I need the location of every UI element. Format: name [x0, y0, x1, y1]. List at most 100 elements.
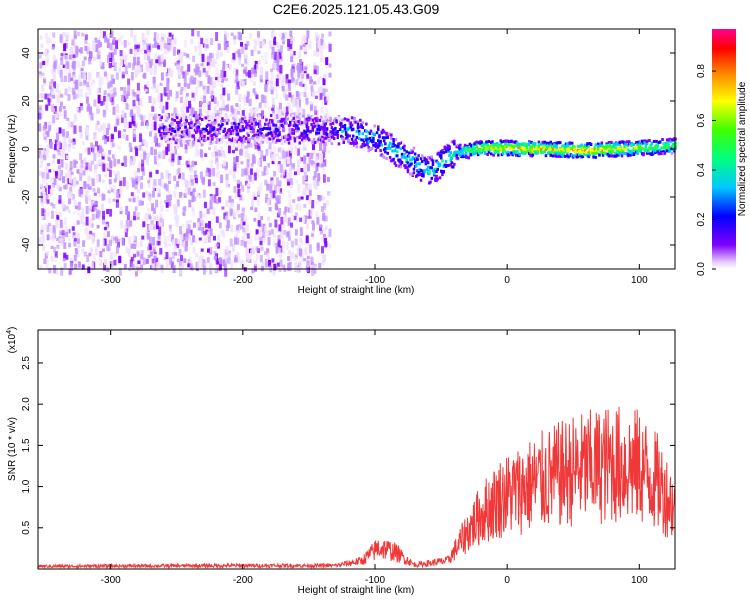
spectrogram-noise-cell — [240, 161, 244, 165]
spectrogram-noise-cell — [90, 112, 94, 121]
spectrogram-noise-cell — [168, 158, 171, 162]
spectrogram-noise-cell — [187, 263, 191, 268]
spectrogram-ridge-cell — [262, 134, 266, 138]
spectrogram-noise-cell — [190, 39, 194, 45]
spectrogram-noise-cell — [307, 39, 311, 48]
spectrogram-noise-cell — [116, 202, 120, 208]
spectrogram-noise-cell — [216, 110, 220, 114]
spectrogram-noise-cell — [55, 88, 59, 93]
spectrogram-noise-cell — [289, 204, 293, 214]
spectrogram-ridge-cell — [531, 153, 535, 157]
spectrogram-noise-cell — [46, 199, 50, 204]
spectrogram-noise-cell — [61, 148, 65, 157]
spectrogram-noise-cell — [56, 214, 60, 220]
spectrogram-noise-cell — [121, 162, 125, 166]
spectrogram-noise-cell — [138, 199, 142, 206]
spectrogram-noise-cell — [270, 83, 273, 90]
spectrogram-ridge-cell — [375, 131, 379, 135]
spectrogram-noise-cell — [171, 239, 175, 246]
spectrogram-ridge-cell — [206, 123, 210, 127]
spectrogram-ridge-cell — [225, 141, 229, 145]
spectrogram-noise-cell — [200, 63, 204, 67]
spectrogram-ridge-cell — [331, 135, 335, 139]
spectrogram-noise-cell — [228, 253, 232, 258]
spectrogram-ridge-cell — [266, 127, 269, 131]
spectrogram-noise-cell — [244, 52, 248, 59]
spectrogram-noise-cell — [64, 54, 68, 60]
spectrogram-noise-cell — [306, 215, 310, 219]
spectrogram-ridge-cell — [650, 141, 654, 145]
spectrogram-noise-cell — [87, 266, 91, 274]
spectrogram-noise-cell — [52, 115, 56, 124]
spectrogram-noise-cell — [139, 48, 143, 54]
spectrogram-noise-cell — [111, 142, 115, 148]
spectrogram-noise-cell — [236, 225, 239, 231]
spectrogram-noise-cell — [109, 80, 113, 88]
spectrogram-noise-cell — [44, 32, 48, 39]
spectrogram-ridge-cell — [268, 137, 272, 141]
spectrogram-noise-cell — [158, 152, 162, 159]
spectrogram-noise-cell — [203, 89, 207, 95]
spectrogram-noise-cell — [153, 98, 157, 104]
spectrogram-noise-cell — [79, 163, 83, 170]
spectrogram-noise-cell — [97, 189, 101, 197]
spectrogram-noise-cell — [142, 114, 146, 122]
spectrogram-ridge-cell — [484, 152, 487, 155]
spectrogram-noise-cell — [268, 142, 272, 149]
spectrogram-noise-cell — [103, 90, 107, 95]
spectrogram-ridge-cell — [216, 132, 219, 136]
spectrogram-noise-cell — [88, 159, 92, 166]
spectrogram-ridge-cell — [192, 141, 196, 145]
spectrogram-ridge-cell — [212, 132, 216, 136]
spectrogram-ridge-cell — [344, 131, 348, 135]
spectrogram-noise-cell — [136, 65, 140, 75]
spectrogram-noise-cell — [273, 234, 276, 238]
spectrogram-ridge-cell — [591, 148, 594, 152]
spectrogram-noise-cell — [206, 257, 210, 263]
spectrogram-noise-cell — [308, 197, 312, 205]
spectrogram-noise-cell — [83, 181, 87, 190]
spectrogram-noise-cell — [186, 53, 190, 58]
spectrogram-ridge-cell — [371, 146, 374, 150]
tick-label: 0 — [21, 146, 32, 152]
spectrogram-noise-cell — [154, 40, 158, 47]
spectrogram-noise-cell — [104, 35, 108, 43]
spectrogram-ridge-cell — [407, 151, 411, 155]
spectrogram-ridge-cell — [185, 119, 188, 123]
spectrogram-noise-cell — [96, 88, 100, 94]
spectrogram-ridge-cell — [435, 170, 438, 173]
spectrogram-noise-cell — [304, 66, 308, 71]
spectrogram-ridge-cell — [281, 141, 285, 145]
spectrogram-noise-cell — [224, 215, 228, 221]
spectrogram-noise-cell — [253, 217, 257, 222]
spectrogram-ridge-cell — [302, 132, 305, 136]
spectrogram-noise-cell — [169, 68, 173, 78]
spectrogram-noise-cell — [45, 39, 49, 44]
spectrogram-noise-cell — [126, 211, 130, 221]
spectrogram-noise-cell — [146, 152, 150, 158]
spectrogram-ridge-cell — [559, 141, 562, 145]
spectrogram-ridge-cell — [586, 142, 589, 146]
spectrogram-noise-cell — [198, 124, 202, 130]
spectrogram-noise-cell — [163, 257, 167, 261]
spectrogram-noise-cell — [322, 42, 326, 49]
spectrogram-ridge-cell — [341, 118, 344, 122]
spectrogram-noise-cell — [241, 110, 245, 116]
spectrogram-ridge-cell — [564, 144, 568, 148]
spectrogram-ridge-cell — [361, 132, 364, 136]
spectrogram-noise-cell — [255, 253, 259, 261]
spectrogram-noise-cell — [216, 101, 220, 107]
spectrogram-noise-cell — [168, 175, 172, 179]
spectrogram-ridge-cell — [400, 161, 404, 164]
spectrogram-noise-cell — [185, 238, 189, 247]
spectrogram-noise-cell — [319, 58, 323, 63]
spectrogram-ridge-cell — [359, 118, 362, 122]
spectrogram-noise-cell — [95, 248, 99, 256]
spectrogram-noise-cell — [171, 118, 175, 126]
spectrogram-ridge-cell — [624, 142, 627, 146]
spectrogram-ridge-cell — [321, 137, 324, 141]
spectrogram-noise-cell — [108, 198, 112, 204]
spectrogram-noise-cell — [136, 82, 140, 91]
spectrogram-noise-cell — [60, 267, 64, 276]
spectrogram-noise-cell — [306, 152, 310, 157]
